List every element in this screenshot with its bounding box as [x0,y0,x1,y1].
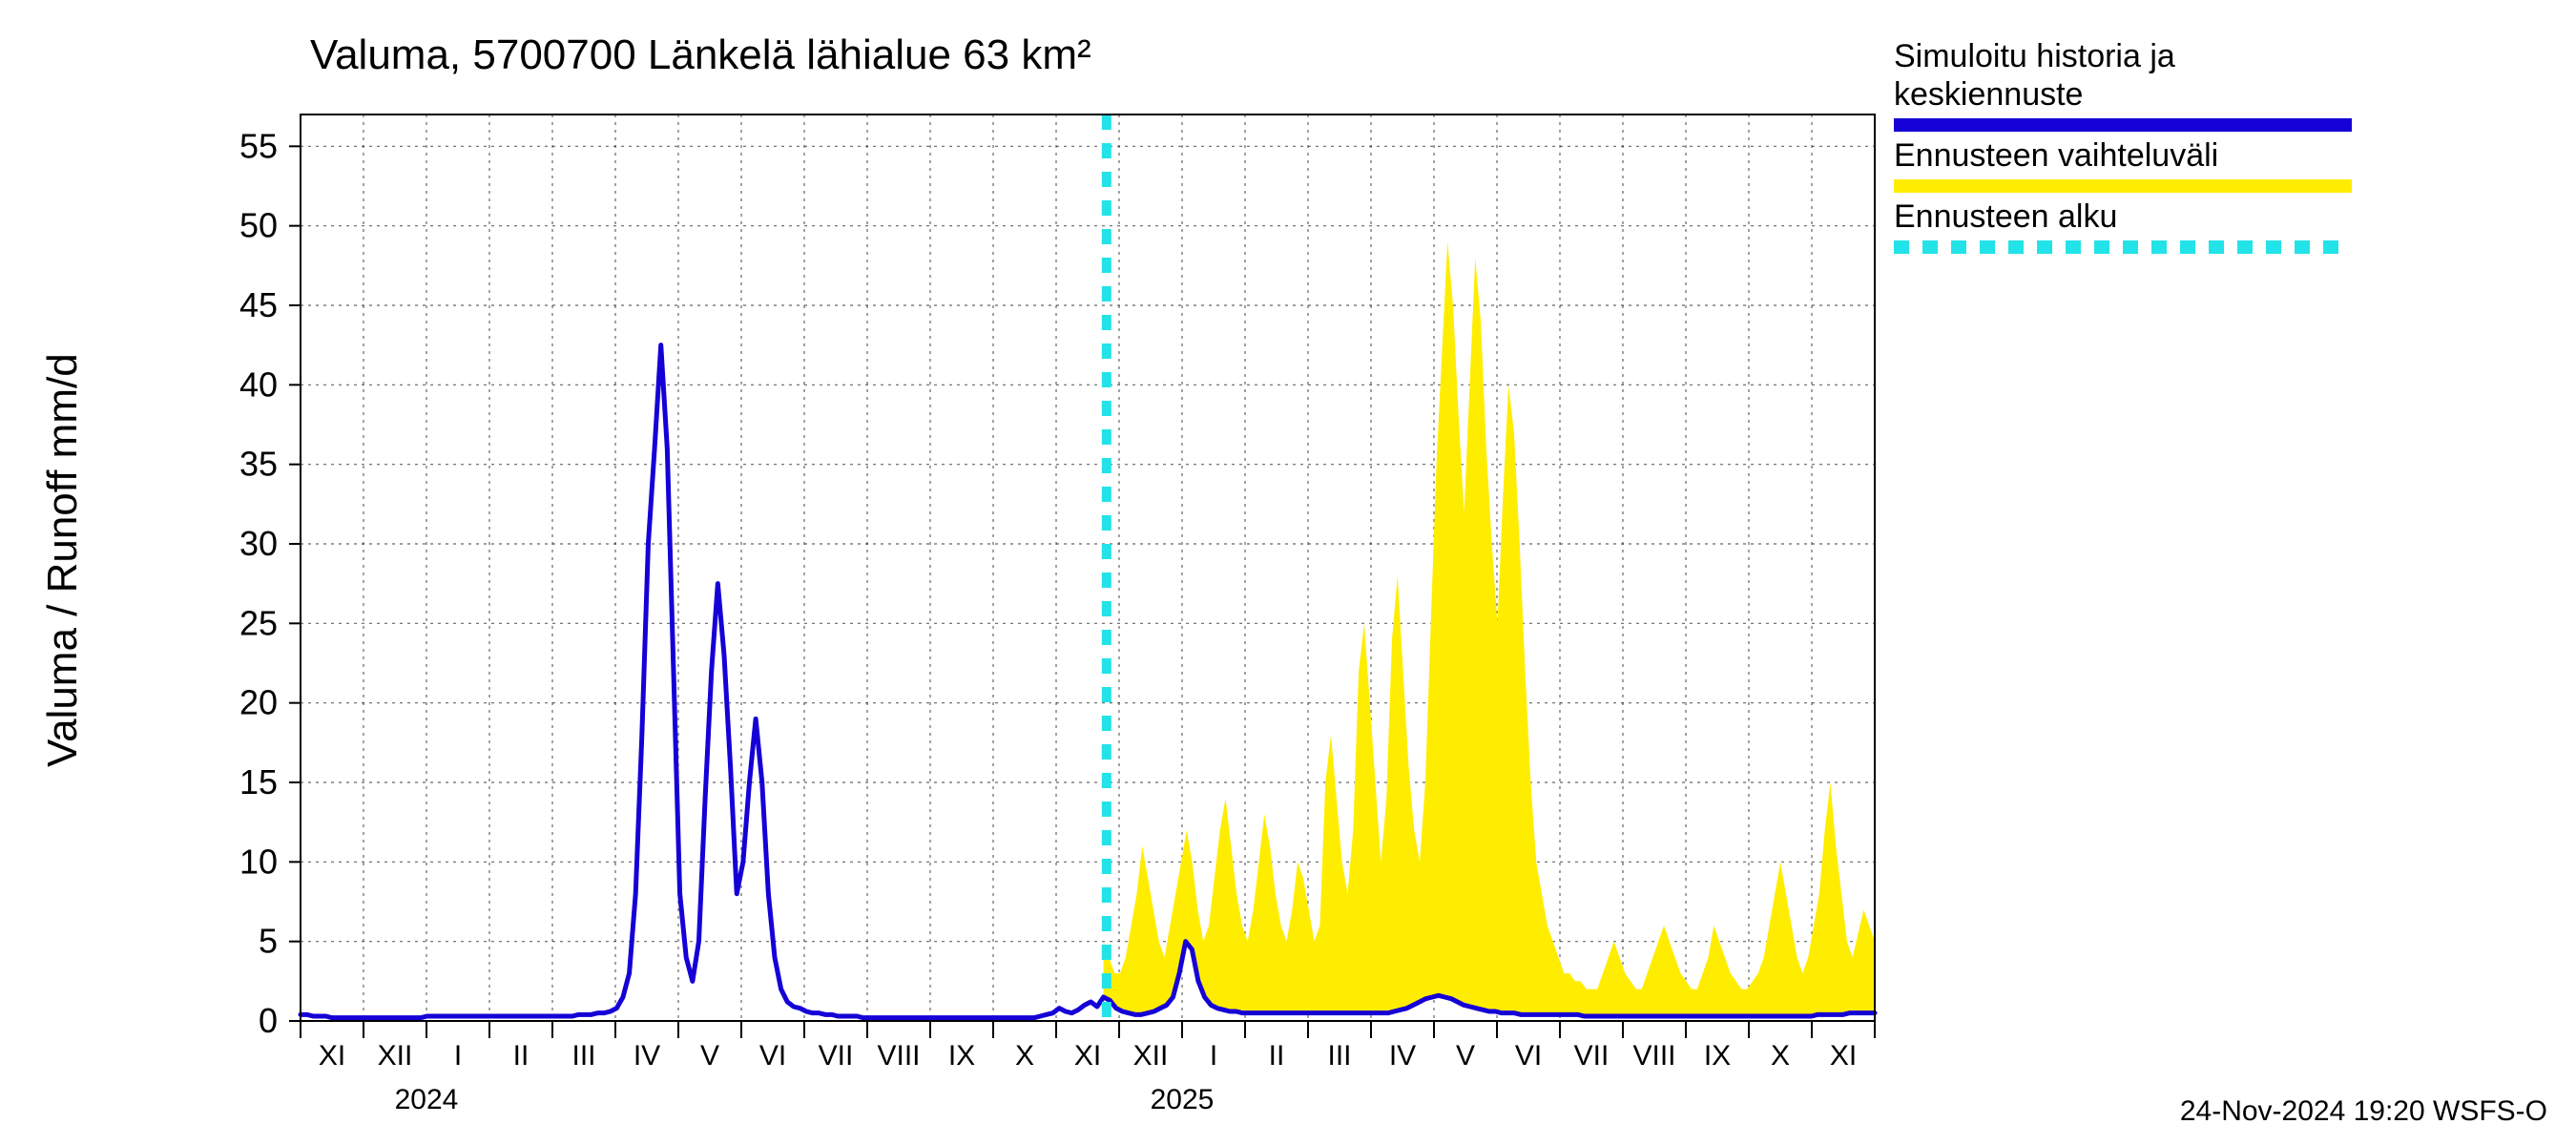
y-tick-label: 15 [239,762,278,802]
x-month-label: V [700,1040,719,1072]
x-month-label: X [1015,1040,1034,1072]
x-month-label: II [1269,1040,1285,1072]
x-month-label: IX [948,1040,975,1072]
x-month-label: VIII [877,1040,920,1072]
y-tick-label: 5 [259,922,278,961]
x-month-label: IV [634,1040,660,1072]
x-month-label: V [1456,1040,1475,1072]
y-tick-label: 35 [239,445,278,484]
footer-timestamp: 24-Nov-2024 19:20 WSFS-O [2180,1095,2547,1127]
x-month-label: XI [319,1040,345,1072]
y-tick-label: 25 [239,603,278,642]
x-month-label: III [1327,1040,1351,1072]
x-month-label: III [571,1040,595,1072]
x-month-label: X [1771,1040,1790,1072]
legend-label: Ennusteen vaihteluväli [1894,137,2218,174]
x-month-label: I [454,1040,462,1072]
x-month-label: VII [1574,1040,1610,1072]
x-month-label: XI [1830,1040,1857,1072]
y-tick-label: 20 [239,683,278,722]
chart-root: 0510152025303540455055XIXIIIIIIIIIVVVIVI… [0,0,2576,1145]
x-month-label: XII [1133,1040,1169,1072]
x-month-label: VIII [1632,1040,1675,1072]
chart-svg: 0510152025303540455055XIXIIIIIIIIIVVVIVI… [0,0,2576,1145]
y-tick-label: 10 [239,842,278,881]
x-month-label: XI [1074,1040,1101,1072]
y-tick-label: 55 [239,126,278,165]
chart-title: Valuma, 5700700 Länkelä lähialue 63 km² [310,31,1091,78]
y-tick-label: 0 [259,1001,278,1040]
x-month-label: IV [1389,1040,1416,1072]
x-month-label: XII [378,1040,413,1072]
x-year-label: 2024 [395,1084,459,1115]
legend-swatch [1894,118,2352,132]
x-month-label: I [1210,1040,1217,1072]
legend-label: keskiennuste [1894,76,2083,113]
y-axis-title: Valuma / Runoff mm/d [39,353,86,767]
x-month-label: II [513,1040,530,1072]
y-tick-label: 45 [239,285,278,324]
y-tick-label: 40 [239,364,278,404]
x-month-label: VII [819,1040,854,1072]
x-month-label: VI [759,1040,786,1072]
x-year-label: 2025 [1151,1084,1215,1115]
legend-label: Simuloitu historia ja [1894,38,2175,74]
legend-label: Ennusteen alku [1894,198,2117,235]
y-tick-label: 50 [239,206,278,245]
legend-swatch [1894,179,2352,193]
y-tick-label: 30 [239,524,278,563]
x-month-label: VI [1515,1040,1542,1072]
x-month-label: IX [1704,1040,1731,1072]
